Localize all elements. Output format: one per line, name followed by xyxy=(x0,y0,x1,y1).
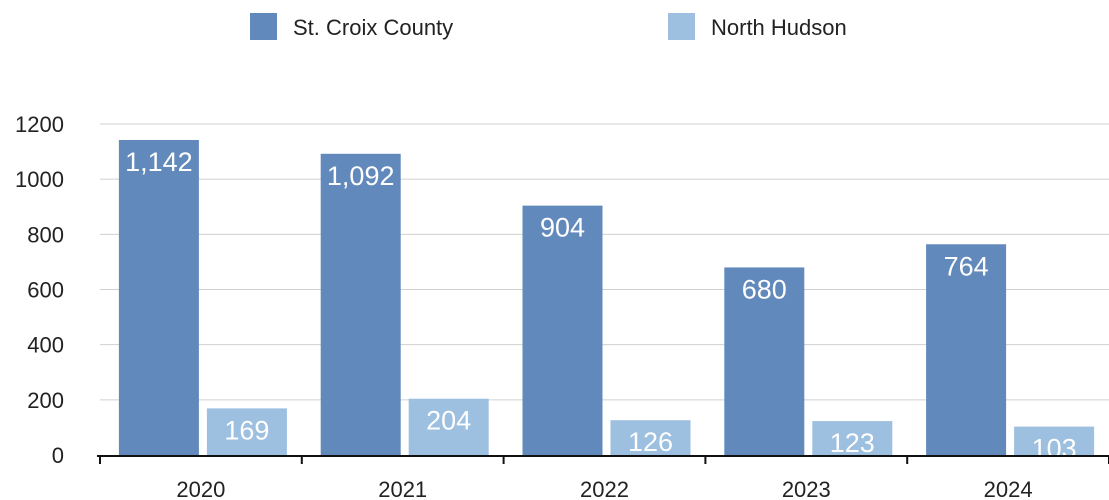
y-tick-label-200: 200 xyxy=(27,388,64,413)
y-tick-label-800: 800 xyxy=(27,222,64,247)
legend-swatch-st-croix-county xyxy=(250,13,277,40)
data-label-north-hudson-2024: 103 xyxy=(1032,434,1077,464)
data-label-north-hudson-2021: 204 xyxy=(426,406,471,436)
bar-st-croix-county-2024 xyxy=(926,244,1007,455)
y-tick-label-1200: 1200 xyxy=(15,112,64,137)
data-label-north-hudson-2023: 123 xyxy=(830,428,875,458)
y-tick-label-1000: 1000 xyxy=(15,167,64,192)
x-tick-label-2020: 2020 xyxy=(176,477,225,500)
legend-swatch-north-hudson xyxy=(668,13,695,40)
data-label-st-croix-county-2020: 1,142 xyxy=(125,147,193,177)
legend-label-st-croix-county: St. Croix County xyxy=(293,15,453,40)
data-label-north-hudson-2020: 169 xyxy=(224,415,269,445)
x-tick-label-2023: 2023 xyxy=(782,477,831,500)
x-axis: 2020 2021 2022 2023 2024 xyxy=(97,455,1109,500)
legend-item-st-croix-county: St. Croix County xyxy=(250,13,453,40)
bar-north-hudson-2020 xyxy=(206,408,287,455)
y-tick-label-400: 400 xyxy=(27,333,64,358)
data-label-north-hudson-2022: 126 xyxy=(628,427,673,457)
bar-north-hudson-2023 xyxy=(812,421,893,455)
y-tick-label-0: 0 xyxy=(52,443,64,468)
data-label-st-croix-county-2024: 764 xyxy=(944,251,989,281)
legend: St. Croix County North Hudson xyxy=(250,13,847,40)
data-labels: 1,142 169 1,092 204 904 126 680 123 764 103 xyxy=(125,147,1077,464)
legend-label-north-hudson: North Hudson xyxy=(711,15,847,40)
y-tick-label-600: 600 xyxy=(27,278,64,303)
legend-item-north-hudson: North Hudson xyxy=(668,13,847,40)
bar-north-hudson-2024 xyxy=(1014,426,1095,455)
y-axis: 0 200 400 600 800 1000 1200 xyxy=(15,112,64,468)
bar-st-croix-county-2020 xyxy=(118,139,199,455)
data-label-st-croix-county-2023: 680 xyxy=(742,274,787,304)
bar-st-croix-county-2022 xyxy=(522,205,603,455)
x-tick-label-2024: 2024 xyxy=(984,477,1033,500)
x-tick-label-2021: 2021 xyxy=(378,477,427,500)
data-label-st-croix-county-2022: 904 xyxy=(540,213,585,243)
bar-st-croix-county-2021 xyxy=(320,153,401,456)
data-label-st-croix-county-2021: 1,092 xyxy=(327,161,395,191)
bars xyxy=(118,139,1095,456)
x-tick-label-2022: 2022 xyxy=(580,477,629,500)
bar-north-hudson-2022 xyxy=(610,420,691,455)
bar-st-croix-county-2023 xyxy=(724,267,805,455)
bar-north-hudson-2021 xyxy=(408,398,489,455)
